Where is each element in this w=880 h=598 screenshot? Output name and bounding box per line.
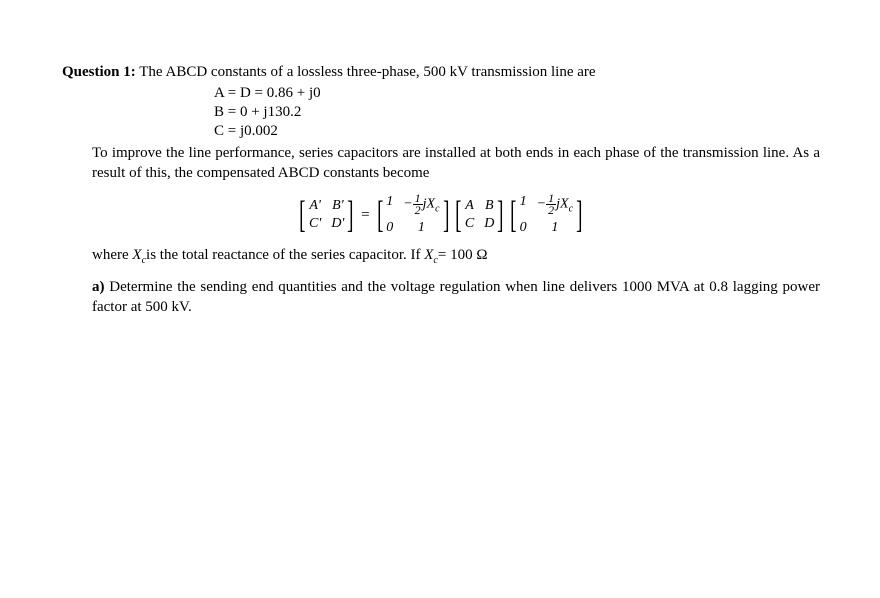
part-a: a) Determine the sending end quantities … [92,277,820,318]
lbracket-4: [ [510,196,516,234]
question-first-line: Question 1: The ABCD constants of a loss… [62,62,820,82]
mc1-frac-den: 2 [413,205,423,216]
lbracket-2: [ [377,196,383,234]
paragraph-series-capacitors: To improve the line performance, series … [92,143,820,184]
matrix-prime: A' B' C' D' [309,197,344,233]
mc2-a21: 0 [520,219,527,237]
mc1-a21: 0 [386,219,393,237]
where-xc: X [132,247,141,263]
mc1-jx: jX [423,197,435,212]
ma-a21: C [465,215,474,233]
rbracket-4: ] [576,196,582,234]
equals-sign: = [361,205,369,225]
lbracket-1: [ [299,196,305,234]
mc2-a12-neg: − [537,197,546,212]
where-pre: where [92,247,132,263]
where-line: where Xcis the total reactance of the se… [92,245,820,268]
mc1-a22: 1 [403,219,439,237]
rbracket-1: ] [348,196,354,234]
mc2-a12: −12jXc [537,193,573,219]
rbracket-3: ] [498,196,504,234]
matrix-abcd: A B C D [465,197,494,233]
mp-a12: B' [331,197,344,215]
ma-a22: D [484,215,494,233]
mc2-a12-frac: 12 [546,193,556,216]
mp-a21: C' [309,215,321,233]
ma-a12: B [484,197,494,215]
constant-a-d: A = D = 0.86 + j0 [214,84,820,103]
mc2-sub: c [569,204,573,215]
matrix-comp-right: 1 −12jXc 0 1 [520,193,573,237]
matrix-equation: [ A' B' C' D' ] = [ 1 −12jXc 0 1 ] [ A [62,193,820,237]
matrix-comp-left: 1 −12jXc 0 1 [386,193,439,237]
ma-a11: A [465,197,474,215]
mc1-sub: c [435,204,439,215]
mc1-a11: 1 [386,193,393,219]
part-a-label: a) [92,279,105,295]
mp-a11: A' [309,197,321,215]
where-eq-val: = 100 Ω [438,247,488,263]
mc1-a12: −12jXc [403,193,439,219]
rbracket-2: ] [443,196,449,234]
where-mid: is the total reactance of the series cap… [146,247,424,263]
mc1-a12-neg: − [403,197,412,212]
mc2-jx: jX [556,197,568,212]
mc2-a11: 1 [520,193,527,219]
constant-c: C = j0.002 [214,122,820,141]
lbracket-3: [ [455,196,461,234]
mc2-a22: 1 [537,219,573,237]
constants-block: A = D = 0.86 + j0 B = 0 + j130.2 C = j0.… [214,84,820,140]
mp-a22: D' [331,215,344,233]
question-intro: The ABCD constants of a lossless three-p… [136,64,596,80]
part-a-text: Determine the sending end quantities and… [92,279,820,315]
page: Question 1: The ABCD constants of a loss… [0,0,880,318]
mc2-frac-den: 2 [546,205,556,216]
constant-b: B = 0 + j130.2 [214,103,820,122]
matrix-equation-row: [ A' B' C' D' ] = [ 1 −12jXc 0 1 ] [ A [296,193,585,237]
mc1-a12-frac: 12 [413,193,423,216]
question-label: Question 1: [62,64,136,80]
